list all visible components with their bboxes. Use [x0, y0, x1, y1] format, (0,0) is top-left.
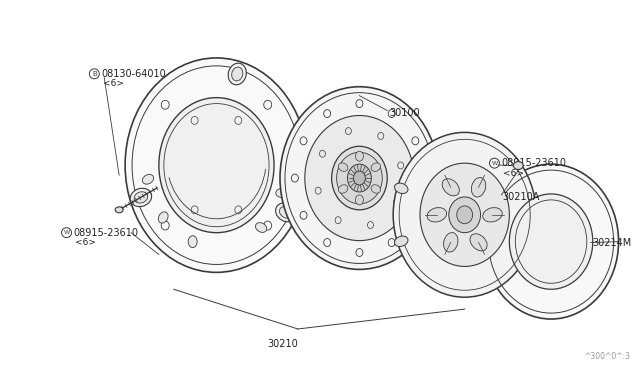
Ellipse shape	[158, 212, 168, 223]
Ellipse shape	[276, 203, 296, 222]
Text: 30210: 30210	[268, 339, 298, 349]
Ellipse shape	[134, 192, 148, 203]
Ellipse shape	[513, 161, 524, 170]
Ellipse shape	[280, 206, 292, 218]
Ellipse shape	[337, 152, 382, 204]
Ellipse shape	[449, 197, 481, 232]
Text: <6>: <6>	[103, 79, 124, 88]
Text: <6>: <6>	[76, 238, 97, 247]
Ellipse shape	[142, 174, 154, 184]
Ellipse shape	[509, 194, 593, 289]
Ellipse shape	[394, 236, 408, 247]
Ellipse shape	[420, 163, 509, 266]
Ellipse shape	[355, 195, 364, 205]
Ellipse shape	[305, 115, 414, 241]
Ellipse shape	[394, 183, 408, 193]
Text: B: B	[92, 71, 97, 77]
Ellipse shape	[130, 188, 152, 206]
Ellipse shape	[232, 67, 243, 81]
Ellipse shape	[255, 222, 267, 232]
Ellipse shape	[472, 177, 486, 197]
Text: ^300^0^:3: ^300^0^:3	[584, 352, 630, 361]
Ellipse shape	[444, 232, 458, 252]
Ellipse shape	[188, 236, 197, 248]
Ellipse shape	[339, 185, 348, 193]
Ellipse shape	[125, 58, 308, 272]
Ellipse shape	[115, 207, 123, 213]
Ellipse shape	[442, 179, 460, 196]
Ellipse shape	[159, 97, 274, 232]
Ellipse shape	[427, 208, 447, 222]
Ellipse shape	[280, 87, 439, 269]
Text: 08915-23610: 08915-23610	[74, 228, 138, 238]
Ellipse shape	[393, 132, 536, 297]
Ellipse shape	[355, 151, 364, 161]
Ellipse shape	[483, 208, 502, 222]
Ellipse shape	[276, 189, 288, 198]
Ellipse shape	[371, 163, 381, 171]
Text: 30100: 30100	[389, 108, 420, 118]
Ellipse shape	[348, 164, 371, 192]
Ellipse shape	[484, 164, 619, 319]
Ellipse shape	[470, 234, 487, 251]
Text: 08130-64010: 08130-64010	[101, 69, 166, 79]
Text: W: W	[63, 230, 70, 235]
Text: 30210A: 30210A	[502, 192, 540, 202]
Text: 08915-23610: 08915-23610	[501, 158, 566, 168]
Ellipse shape	[371, 185, 381, 193]
Text: 30214M: 30214M	[593, 238, 632, 248]
Ellipse shape	[457, 206, 472, 224]
Ellipse shape	[339, 163, 348, 171]
Text: W: W	[492, 161, 497, 166]
Ellipse shape	[228, 63, 246, 85]
Ellipse shape	[332, 146, 387, 210]
Ellipse shape	[353, 171, 365, 185]
Text: <6>: <6>	[504, 169, 524, 177]
